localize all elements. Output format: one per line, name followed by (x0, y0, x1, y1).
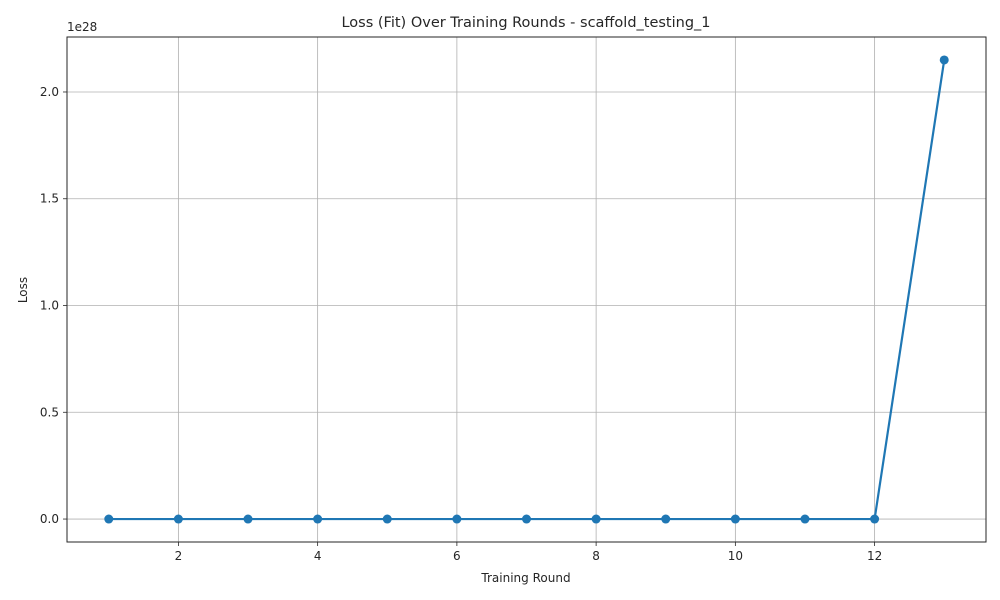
data-point-round-6 (452, 514, 462, 524)
x-tick-label: 6 (453, 549, 461, 563)
y-axis-label: Loss (16, 277, 30, 303)
data-point-round-2 (173, 514, 183, 524)
data-point-round-10 (730, 514, 740, 524)
series-layer (104, 55, 949, 524)
data-point-round-9 (661, 514, 671, 524)
data-point-round-7 (522, 514, 531, 524)
x-tick-label: 12 (867, 549, 882, 563)
x-axis-label: Training Round (480, 571, 570, 585)
x-tick-label: 4 (314, 549, 322, 563)
data-point-round-13 (939, 55, 949, 65)
data-point-round-5 (382, 514, 392, 524)
x-axis-ticks: 2 4 6 8 10 12 (175, 542, 882, 563)
chart-title: Loss (Fit) Over Training Rounds - scaffo… (341, 15, 710, 31)
y-tick-label: 2.0 (40, 85, 59, 99)
data-point-round-11 (800, 514, 810, 524)
x-tick-label: 2 (175, 549, 183, 563)
y-tick-label: 1.0 (40, 299, 59, 313)
data-point-round-12 (870, 514, 880, 524)
data-point-round-1 (104, 514, 114, 524)
data-point-round-4 (313, 514, 323, 524)
plot-frame (66, 36, 987, 543)
x-tick-label: 8 (592, 549, 600, 563)
data-point-round-8 (591, 514, 601, 524)
y-tick-label: 0.0 (40, 512, 59, 526)
y-tick-label: 1.5 (40, 192, 59, 206)
x-tick-label: 10 (728, 549, 743, 563)
y-axis-ticks: 0.0 0.5 1.0 1.5 2.0 (40, 85, 67, 526)
data-point-round-3 (243, 514, 253, 524)
y-tick-label: 0.5 (40, 405, 59, 419)
y-offset-label: 1e28 (67, 20, 97, 34)
